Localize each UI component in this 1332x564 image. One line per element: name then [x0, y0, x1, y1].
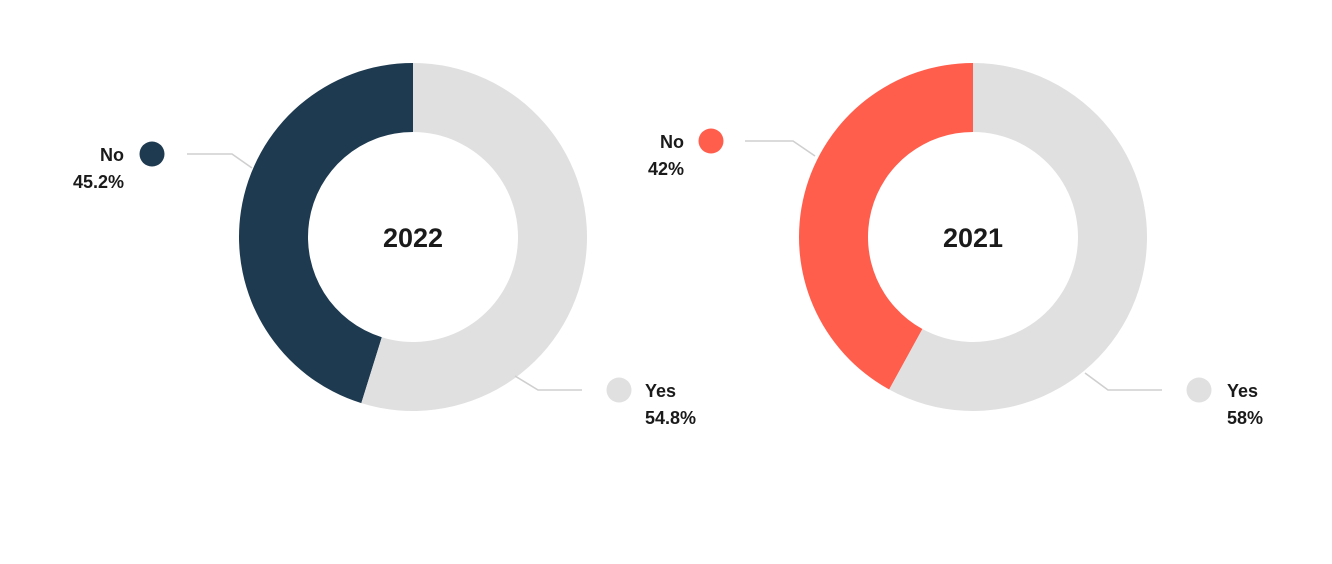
leader-line	[514, 375, 582, 391]
legend-no: No 45.2%	[73, 141, 253, 192]
donut-slice-no	[798, 63, 973, 390]
donut-chart-1: 2021 No 42% Yes 58%	[648, 63, 1263, 428]
legend-dot	[139, 141, 165, 167]
legend-value-label: 58%	[1227, 408, 1263, 428]
legend-dot	[698, 128, 724, 154]
legend-value-label: 45.2%	[73, 172, 124, 192]
leader-line	[187, 153, 253, 169]
donut-chart-0: 2022 No 45.2% Yes 54.8%	[73, 63, 696, 428]
donut-center-label: 2021	[943, 223, 1003, 253]
legend-category-label: Yes	[645, 381, 676, 401]
donut-slice-no	[239, 63, 413, 404]
legend-yes: Yes 54.8%	[514, 375, 696, 428]
legend-category-label: Yes	[1227, 381, 1258, 401]
legend-category-label: No	[660, 132, 684, 152]
legend-value-label: 54.8%	[645, 408, 696, 428]
legend-dot	[606, 377, 632, 403]
legend-dot	[1186, 377, 1212, 403]
legend-category-label: No	[100, 145, 124, 165]
leader-line	[1084, 372, 1162, 391]
donut-slice-yes	[889, 63, 1147, 411]
donut-slice-yes	[361, 63, 587, 411]
legend-no: No 42%	[648, 128, 816, 179]
donut-center-label: 2022	[383, 223, 443, 253]
leader-line	[745, 140, 816, 157]
legend-value-label: 42%	[648, 159, 684, 179]
legend-yes: Yes 58%	[1084, 372, 1263, 428]
